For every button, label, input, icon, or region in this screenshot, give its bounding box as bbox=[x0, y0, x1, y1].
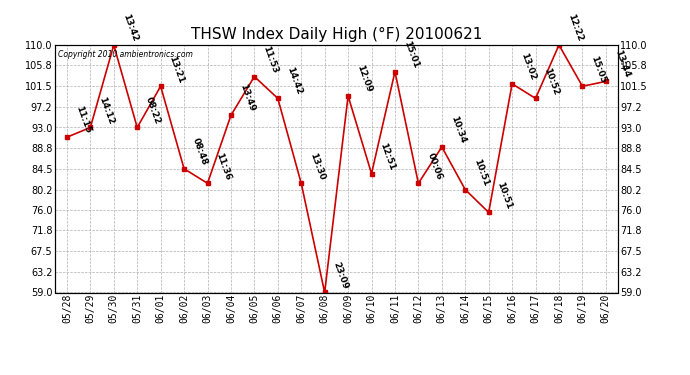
Text: 12:22: 12:22 bbox=[566, 13, 584, 43]
Text: 11:53: 11:53 bbox=[262, 44, 279, 74]
Text: 23:09: 23:09 bbox=[332, 260, 350, 290]
Title: THSW Index Daily High (°F) 20100621: THSW Index Daily High (°F) 20100621 bbox=[190, 27, 482, 42]
Text: 11:36: 11:36 bbox=[215, 151, 233, 181]
Text: 10:34: 10:34 bbox=[448, 115, 467, 145]
Text: 12:09: 12:09 bbox=[355, 64, 373, 94]
Text: 15:05: 15:05 bbox=[589, 54, 608, 84]
Text: 00:06: 00:06 bbox=[425, 152, 444, 181]
Text: 10:52: 10:52 bbox=[542, 66, 561, 96]
Text: Copyright 2010 ambientronics.com: Copyright 2010 ambientronics.com bbox=[58, 50, 193, 59]
Text: 15:01: 15:01 bbox=[402, 40, 420, 69]
Text: 13:49: 13:49 bbox=[238, 83, 256, 113]
Text: 11:15: 11:15 bbox=[74, 105, 92, 135]
Text: 10:51: 10:51 bbox=[472, 158, 491, 188]
Text: 13:21: 13:21 bbox=[168, 54, 186, 84]
Text: 08:22: 08:22 bbox=[144, 96, 162, 125]
Text: 13:44: 13:44 bbox=[613, 49, 631, 79]
Text: 12:51: 12:51 bbox=[379, 141, 397, 171]
Text: 10:51: 10:51 bbox=[495, 180, 514, 210]
Text: 13:30: 13:30 bbox=[308, 151, 326, 181]
Text: 13:02: 13:02 bbox=[519, 52, 538, 82]
Text: 13:42: 13:42 bbox=[121, 13, 139, 43]
Text: 14:42: 14:42 bbox=[285, 66, 303, 96]
Text: 08:48: 08:48 bbox=[191, 136, 209, 166]
Text: 14:12: 14:12 bbox=[97, 95, 116, 125]
